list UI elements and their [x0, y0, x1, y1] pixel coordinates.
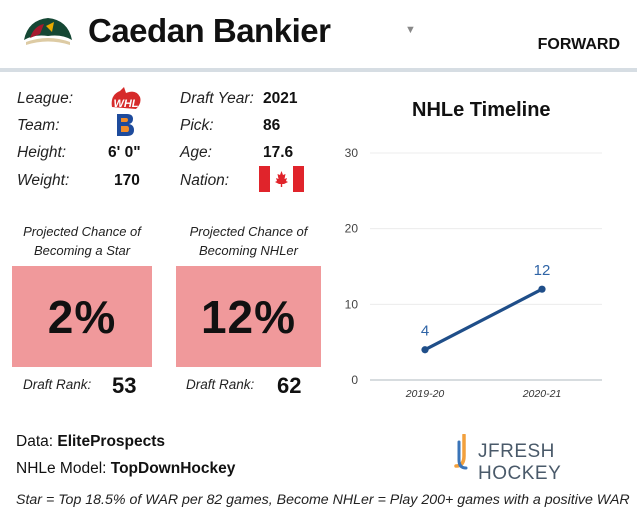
nhler-rank-value: 62	[277, 373, 302, 398]
nhle-model-label: NHLe Model:	[16, 460, 111, 477]
star-title-line2: Becoming a Star	[33, 243, 131, 258]
star-panel-title: Projected Chance of Becoming a Star	[12, 222, 152, 260]
player-name: Caedan Bankier	[88, 12, 331, 49]
jfresh-hockey-brand: JFRESH HOCKEY	[452, 432, 622, 484]
brand-text: JFRESH HOCKEY	[478, 441, 562, 484]
draft-year-value: 2021	[263, 90, 298, 107]
star-rank-label: Draft Rank:	[23, 377, 92, 392]
pick-label: Pick:	[180, 117, 214, 134]
age-value: 17.6	[263, 144, 294, 161]
nhle-timeline-chart: 0 10 20 30 2019-20 2020-21 4 12	[345, 146, 602, 400]
age-label: Age:	[180, 144, 212, 161]
chevron-down-icon[interactable]: ▼	[405, 24, 416, 36]
weight-value: 170	[114, 172, 140, 189]
height-label: Height:	[17, 144, 67, 161]
team-label: Team:	[17, 117, 60, 134]
footnote: Star = Top 18.5% of WAR per 82 games, Be…	[16, 492, 630, 508]
nhle-data-point	[538, 285, 546, 293]
y-tick-label: 20	[345, 222, 359, 236]
x-tick-label: 2019-20	[405, 388, 445, 400]
height-value: 6' 0"	[108, 144, 141, 161]
nhler-title-line2: Becoming NHLer	[199, 243, 298, 258]
nhle-series-line	[423, 287, 544, 352]
svg-text:WHL: WHL	[113, 98, 138, 110]
position-label: FORWARD	[537, 36, 620, 53]
data-source-label: Data:	[16, 433, 58, 450]
nhler-title-line1: Projected Chance of	[189, 224, 308, 239]
jfresh-hockey-logo-icon	[454, 434, 468, 470]
kamloops-blazers-logo	[117, 114, 134, 136]
nhle-data-point	[421, 346, 429, 354]
data-source-value: EliteProspects	[57, 433, 166, 450]
chart-title: NHLe Timeline	[412, 99, 551, 121]
nhle-model-value: TopDownHockey	[110, 460, 236, 477]
y-tick-label: 0	[351, 373, 358, 387]
weight-label: Weight:	[17, 172, 70, 189]
y-tick-label: 30	[345, 146, 359, 160]
nation-label: Nation:	[180, 172, 230, 189]
data-source-line: Data: EliteProspects	[16, 433, 165, 451]
minnesota-wild-logo	[24, 18, 72, 45]
pick-value: 86	[263, 117, 281, 134]
nhle-data-label: 4	[421, 323, 429, 340]
canada-flag-icon	[259, 166, 304, 192]
league-label: League:	[17, 90, 74, 107]
y-tick-label: 10	[345, 297, 359, 311]
nhler-panel-title: Projected Chance of Becoming NHLer	[176, 222, 321, 260]
x-tick-label: 2020-21	[522, 388, 562, 400]
whl-logo: WHL	[111, 87, 141, 110]
nhle-data-label: 12	[534, 262, 551, 279]
header-divider	[0, 68, 637, 72]
star-rank-value: 53	[112, 373, 137, 398]
draft-year-label: Draft Year:	[180, 90, 254, 107]
nhler-probability-value: 12%	[200, 290, 297, 343]
star-title-line1: Projected Chance of	[23, 224, 141, 239]
nhler-probability-box: 12%	[176, 266, 321, 367]
star-probability-value: 2%	[47, 290, 117, 343]
nhler-rank-label: Draft Rank:	[186, 377, 255, 392]
nhle-model-line: NHLe Model: TopDownHockey	[16, 460, 235, 478]
star-probability-box: 2%	[12, 266, 152, 367]
